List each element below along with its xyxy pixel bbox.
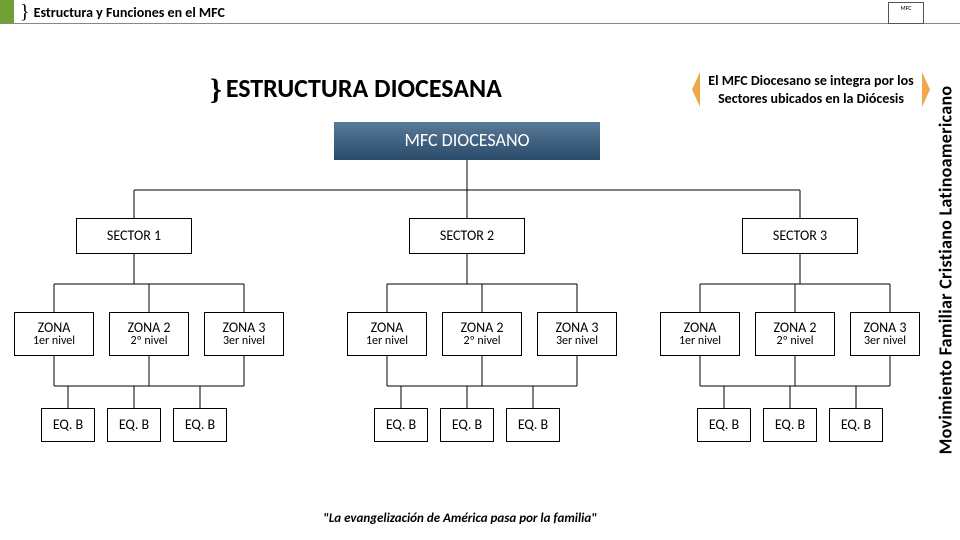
node-root: MFC DIOCESANO <box>334 122 600 160</box>
header-title: Estructura y Funciones en el MFC <box>34 4 225 21</box>
node-zone: ZONA 22º nivel <box>442 312 522 356</box>
node-eq: EQ. B <box>107 408 161 442</box>
sector-3-label: SECTOR 3 <box>773 228 827 243</box>
node-zone: ZONA1er nivel <box>14 312 94 356</box>
header: } Estructura y Funciones en el MFC MFC <box>0 0 960 24</box>
node-eq: EQ. B <box>697 408 751 442</box>
main-title: }ESTRUCTURA DIOCESANA <box>210 72 502 107</box>
node-eq: EQ. B <box>829 408 883 442</box>
sector-2-label: SECTOR 2 <box>440 228 494 243</box>
org-chart: MFC DIOCESANO SECTOR 1 SECTOR 2 SECTOR 3… <box>14 108 920 490</box>
zone-title: ZONA 3 <box>863 320 906 335</box>
eq-label: EQ. B <box>709 417 739 432</box>
eq-label: EQ. B <box>386 417 416 432</box>
side-text: Movimiento Familiar Cristiano Latinoamer… <box>934 86 956 455</box>
node-sector-2: SECTOR 2 <box>409 218 525 254</box>
eq-label: EQ. B <box>53 417 83 432</box>
side-vertical-label: Movimiento Familiar Cristiano Latinoamer… <box>930 0 960 540</box>
eq-label: EQ. B <box>518 417 548 432</box>
node-eq: EQ. B <box>440 408 494 442</box>
node-sector-1: SECTOR 1 <box>76 218 192 254</box>
eq-label: EQ. B <box>119 417 149 432</box>
zone-title: ZONA 2 <box>127 320 170 335</box>
zone-title: ZONA <box>38 320 71 335</box>
header-accent <box>0 0 14 24</box>
eq-label: EQ. B <box>185 417 215 432</box>
eq-label: EQ. B <box>452 417 482 432</box>
sector-1-label: SECTOR 1 <box>107 228 161 243</box>
header-brace-icon: } <box>20 1 30 24</box>
zone-sub: 2º nivel <box>777 335 814 348</box>
node-eq: EQ. B <box>763 408 817 442</box>
node-root-label: MFC DIOCESANO <box>405 131 530 151</box>
zone-sub: 3er nivel <box>864 335 906 348</box>
zone-sub: 1er nivel <box>366 335 408 348</box>
node-zone: ZONA1er nivel <box>660 312 740 356</box>
footer-quote: "La evangelización de América pasa por l… <box>0 511 920 526</box>
node-zone: ZONA 22º nivel <box>755 312 835 356</box>
zone-title: ZONA 2 <box>460 320 503 335</box>
node-eq: EQ. B <box>374 408 428 442</box>
callout-text: El MFC Diocesano se integra por los Sect… <box>706 72 916 107</box>
node-eq: EQ. B <box>41 408 95 442</box>
node-zone: ZONA 33er nivel <box>204 312 284 356</box>
zone-sub: 2º nivel <box>131 335 168 348</box>
header-divider <box>0 23 960 24</box>
zone-sub: 2º nivel <box>464 335 501 348</box>
node-zone: ZONA 22º nivel <box>109 312 189 356</box>
node-zone: ZONA1er nivel <box>347 312 427 356</box>
zone-sub: 3er nivel <box>223 335 265 348</box>
node-eq: EQ. B <box>173 408 227 442</box>
eq-label: EQ. B <box>775 417 805 432</box>
zone-title: ZONA <box>371 320 404 335</box>
main-title-text: ESTRUCTURA DIOCESANA <box>226 72 502 104</box>
zone-title: ZONA 3 <box>555 320 598 335</box>
zone-title: ZONA 3 <box>222 320 265 335</box>
zone-sub: 3er nivel <box>556 335 598 348</box>
node-sector-3: SECTOR 3 <box>742 218 858 254</box>
mfc-logo: MFC <box>888 2 924 24</box>
node-eq: EQ. B <box>506 408 560 442</box>
zone-sub: 1er nivel <box>679 335 721 348</box>
eq-label: EQ. B <box>841 417 871 432</box>
node-zone: ZONA 33er nivel <box>537 312 617 356</box>
zone-title: ZONA <box>684 320 717 335</box>
node-zone: ZONA 33er nivel <box>850 312 920 356</box>
zone-title: ZONA 2 <box>773 320 816 335</box>
title-brace-icon: } <box>210 73 222 106</box>
zone-sub: 1er nivel <box>33 335 75 348</box>
